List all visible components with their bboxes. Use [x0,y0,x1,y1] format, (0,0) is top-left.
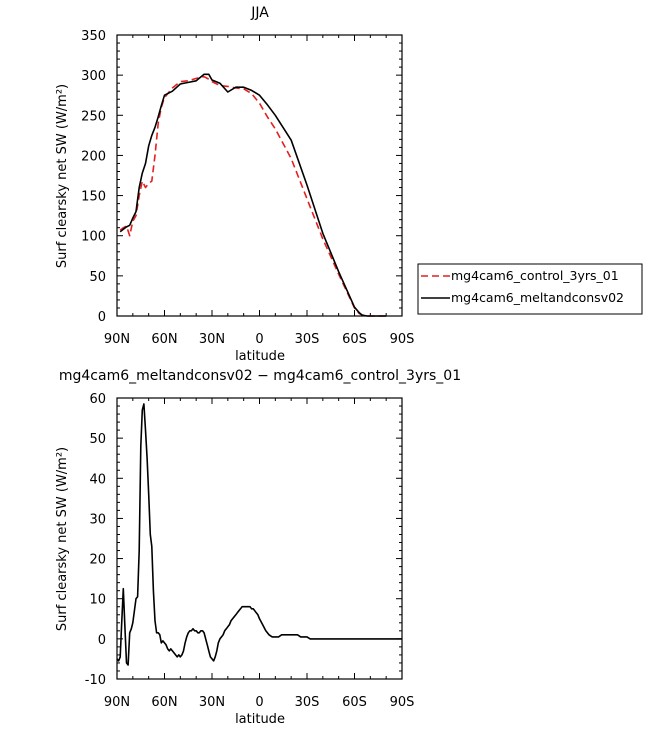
x-tick-label: 60N [151,332,177,347]
bottom-panel: mg4cam6_meltandconsv02 − mg4cam6_control… [55,368,461,727]
bottom-series-lines [116,403,402,666]
y-tick-label: 60 [89,392,106,407]
bottom-x-axis-label: latitude [235,712,285,727]
x-tick-label: 30N [199,695,225,710]
x-tick-label: 60S [342,695,367,710]
legend: mg4cam6_control_3yrs_01 mg4cam6_meltandc… [417,263,643,315]
x-tick-label: 90S [390,695,415,710]
bottom-chart-title: mg4cam6_meltandconsv02 − mg4cam6_control… [59,368,461,384]
y-tick-label: 10 [89,593,106,608]
x-tick-label: 60N [151,695,177,710]
x-tick-label: 90N [104,332,130,347]
y-tick-label: 40 [89,472,106,487]
x-tick-label: 60S [342,332,367,347]
y-tick-label: 300 [81,69,106,84]
x-tick-label: 0 [255,332,263,347]
top-x-axis: 90N 60N 30N 0 30S 60S 90S [104,35,415,347]
series-line-1 [119,75,387,317]
legend-label-control: mg4cam6_control_3yrs_01 [451,268,619,283]
series-line-2 [119,73,387,317]
y-tick-label: 50 [89,270,106,285]
x-tick-label: 90S [390,332,415,347]
y-tick-label: 100 [81,230,106,245]
y-tick-label: 200 [81,149,106,164]
y-tick-label: 0 [98,310,106,325]
x-tick-label: 30N [199,332,225,347]
top-panel: JJA 0 50 100 150 200 250 300 350 90N 60N 30N 0 30S 6… [55,5,414,364]
x-tick-label: 90N [104,695,130,710]
series-line-1 [116,403,402,666]
bottom-y-axis: -10 0 10 20 30 40 50 60 [85,392,402,688]
y-tick-label: -10 [85,673,106,688]
top-y-axis-label: Surf clearsky net SW (W/m²) [55,84,70,268]
y-tick-label: 30 [89,512,106,527]
y-tick-label: 350 [81,29,106,44]
top-series-lines [119,73,387,317]
top-x-axis-label: latitude [235,349,285,364]
y-tick-label: 250 [81,109,106,124]
y-tick-label: 50 [89,432,106,447]
x-tick-label: 30S [295,332,320,347]
y-tick-label: 150 [81,190,106,205]
bottom-y-axis-label: Surf clearsky net SW (W/m²) [55,447,70,631]
legend-box [417,263,643,315]
y-tick-label: 0 [98,633,106,648]
top-plot-frame [116,34,403,317]
top-y-axis: 0 50 100 150 200 250 300 350 [81,29,402,325]
x-tick-label: 30S [295,695,320,710]
legend-label-meltandconsv: mg4cam6_meltandconsv02 [451,290,624,305]
bottom-x-axis: 90N 60N 30N 0 30S 60S 90S [104,398,415,710]
x-tick-label: 0 [255,695,263,710]
top-chart-title: JJA [250,5,269,21]
y-tick-label: 20 [89,553,106,568]
